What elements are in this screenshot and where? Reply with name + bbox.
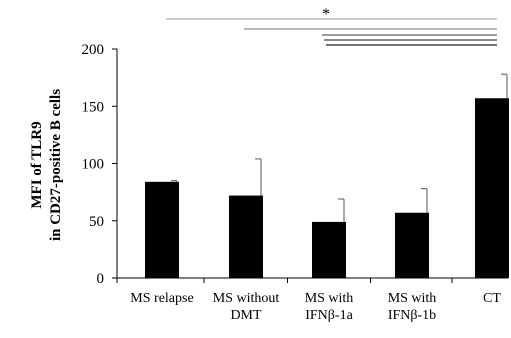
y-axis: 0 50 100 150 200 xyxy=(82,42,118,287)
y-tick-label: 50 xyxy=(89,214,104,230)
y-axis-label-line: in CD27-positive B cells xyxy=(48,89,64,241)
y-axis-label: MFI of TLR9 in CD27-positive B cells xyxy=(29,89,64,241)
y-tick-label: 150 xyxy=(82,99,105,115)
x-category-label: IFNβ-1b xyxy=(388,308,436,323)
y-axis-label-line: MFI of TLR9 xyxy=(29,121,45,208)
y-tick-label: 200 xyxy=(82,42,105,58)
bar xyxy=(229,195,263,278)
significance-asterisk: * xyxy=(322,6,330,23)
x-category-label: MS with xyxy=(388,291,437,306)
y-tick-label: 100 xyxy=(82,157,105,173)
bar xyxy=(395,212,429,278)
significance-brackets: * xyxy=(166,6,497,46)
x-category-label: MS with xyxy=(305,291,354,306)
x-category-label: IFNβ-1a xyxy=(305,308,353,323)
x-axis: MS relapse MS without DMT MS with IFNβ-1a MS … xyxy=(116,277,508,323)
bar xyxy=(312,221,346,278)
bar xyxy=(475,98,509,278)
x-category-label: MS relapse xyxy=(130,291,193,306)
y-tick-label: 0 xyxy=(97,271,105,287)
x-category-label: MS without xyxy=(213,291,280,306)
x-category-label: CT xyxy=(483,291,501,306)
bars xyxy=(145,98,509,278)
x-category-label: DMT xyxy=(230,308,262,323)
error-bars xyxy=(171,73,508,222)
bar xyxy=(145,181,179,278)
